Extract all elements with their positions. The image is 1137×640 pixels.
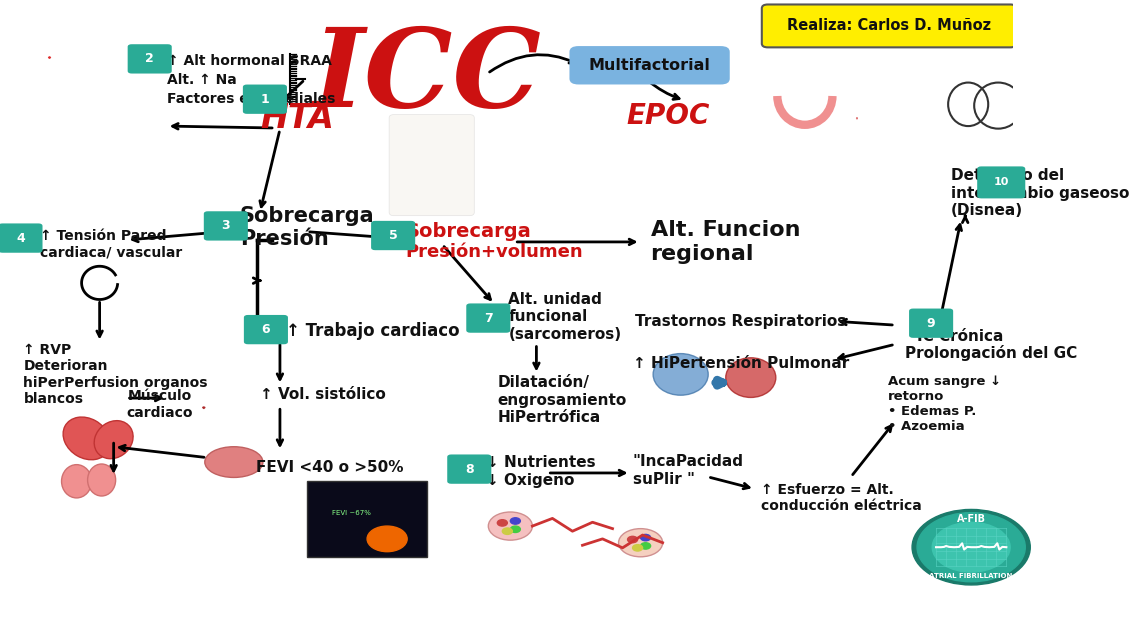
FancyBboxPatch shape: [0, 223, 42, 253]
Text: Alt. Funcion
regional: Alt. Funcion regional: [650, 220, 800, 264]
Text: A-FIB: A-FIB: [956, 514, 986, 524]
Text: Alt. ↑ Na: Alt. ↑ Na: [167, 73, 236, 87]
Text: 6: 6: [262, 323, 271, 336]
Text: ICC: ICC: [313, 23, 541, 131]
Circle shape: [511, 526, 521, 532]
Circle shape: [488, 512, 532, 540]
Circle shape: [632, 545, 642, 551]
Text: Acum sangre ↓
retorno
• Edemas P.
• Azoemia: Acum sangre ↓ retorno • Edemas P. • Azoe…: [888, 376, 1002, 433]
Text: FEVI <40 o >50%: FEVI <40 o >50%: [256, 460, 404, 475]
Text: EPOC: EPOC: [626, 102, 709, 131]
FancyBboxPatch shape: [371, 221, 415, 250]
Text: 5: 5: [389, 229, 398, 242]
Text: Trastornos Respiratorios: Trastornos Respiratorios: [634, 314, 846, 329]
Text: ↑ Esfuerzo = Alt.
conducción eléctrica: ↑ Esfuerzo = Alt. conducción eléctrica: [761, 483, 922, 513]
Text: 1: 1: [260, 93, 269, 106]
Circle shape: [511, 518, 521, 524]
Text: ↑ Vol. sistólico: ↑ Vol. sistólico: [260, 387, 385, 403]
Text: ↓ Nutrientes
↓ Oxigeno: ↓ Nutrientes ↓ Oxigeno: [487, 456, 596, 488]
Text: Factores endoteliales: Factores endoteliales: [167, 92, 335, 106]
FancyBboxPatch shape: [447, 454, 491, 484]
Text: ↑ HiPertensión Pulmonar: ↑ HiPertensión Pulmonar: [632, 356, 849, 371]
Ellipse shape: [88, 464, 116, 496]
Text: "IncaPacidad
suPlir ": "IncaPacidad suPlir ": [632, 454, 744, 486]
Text: Sobrecarga
Presión: Sobrecarga Presión: [240, 205, 374, 249]
FancyBboxPatch shape: [389, 115, 474, 216]
FancyBboxPatch shape: [307, 481, 428, 557]
FancyBboxPatch shape: [243, 315, 288, 344]
Text: ATRIAL FIBRILLATION: ATRIAL FIBRILLATION: [929, 573, 1013, 579]
FancyBboxPatch shape: [910, 308, 953, 338]
Circle shape: [367, 526, 407, 552]
Text: Realiza: Carlos D. Muñoz: Realiza: Carlos D. Muñoz: [787, 18, 991, 33]
Circle shape: [640, 534, 650, 541]
Text: HTA: HTA: [260, 102, 334, 135]
Text: 3: 3: [222, 220, 230, 232]
Circle shape: [918, 513, 1026, 582]
Text: Músculo
cardiaco: Músculo cardiaco: [126, 389, 193, 420]
Text: Sobrecarga: Sobrecarga: [405, 222, 531, 241]
Text: 8: 8: [465, 463, 474, 476]
FancyBboxPatch shape: [466, 303, 511, 333]
Text: 7: 7: [484, 312, 492, 324]
Text: ↑ Tensión Pared
cardiaca/ vascular: ↑ Tensión Pared cardiaca/ vascular: [40, 229, 182, 260]
Ellipse shape: [725, 358, 775, 397]
Ellipse shape: [653, 353, 708, 396]
Text: Dilatación/
engrosamiento
HiPertrófica: Dilatación/ engrosamiento HiPertrófica: [497, 375, 626, 425]
FancyBboxPatch shape: [977, 166, 1026, 198]
Circle shape: [640, 543, 650, 549]
Circle shape: [503, 528, 513, 534]
Text: IC Crónica: IC Crónica: [918, 329, 1004, 344]
Ellipse shape: [63, 417, 110, 460]
Ellipse shape: [94, 420, 133, 459]
FancyBboxPatch shape: [204, 211, 248, 241]
Text: 4: 4: [16, 232, 25, 244]
Text: ↑ Alt hormonal SRAA: ↑ Alt hormonal SRAA: [167, 54, 332, 68]
Polygon shape: [49, 57, 50, 58]
Ellipse shape: [61, 465, 92, 498]
Text: Presión+volumen: Presión+volumen: [405, 243, 583, 260]
Text: 2: 2: [146, 52, 155, 65]
Circle shape: [497, 520, 507, 526]
Text: 9: 9: [927, 317, 936, 330]
Text: FEVI ~67%: FEVI ~67%: [332, 510, 371, 516]
FancyBboxPatch shape: [762, 4, 1016, 47]
Text: 10: 10: [994, 177, 1009, 188]
Polygon shape: [202, 407, 205, 408]
Circle shape: [619, 529, 663, 557]
Circle shape: [912, 509, 1030, 585]
Text: Alt. unidad
funcional
(sarcomeros): Alt. unidad funcional (sarcomeros): [508, 292, 622, 342]
Text: ↑ RVP
Deterioran
hiPerPerfusion organos
blancos: ↑ RVP Deterioran hiPerPerfusion organos …: [24, 343, 208, 406]
Text: Multifactorial: Multifactorial: [589, 58, 711, 73]
Text: Deterioro del
intercambio gaseoso
(Disnea): Deterioro del intercambio gaseoso (Disne…: [952, 168, 1129, 218]
FancyBboxPatch shape: [127, 44, 172, 74]
Text: ↑ Trabajo cardiaco: ↑ Trabajo cardiaco: [285, 322, 459, 340]
Circle shape: [628, 536, 638, 543]
Text: Prolongación del GC: Prolongación del GC: [905, 344, 1078, 361]
Circle shape: [932, 522, 1010, 572]
FancyBboxPatch shape: [243, 84, 287, 114]
FancyBboxPatch shape: [570, 46, 730, 84]
Ellipse shape: [205, 447, 263, 477]
